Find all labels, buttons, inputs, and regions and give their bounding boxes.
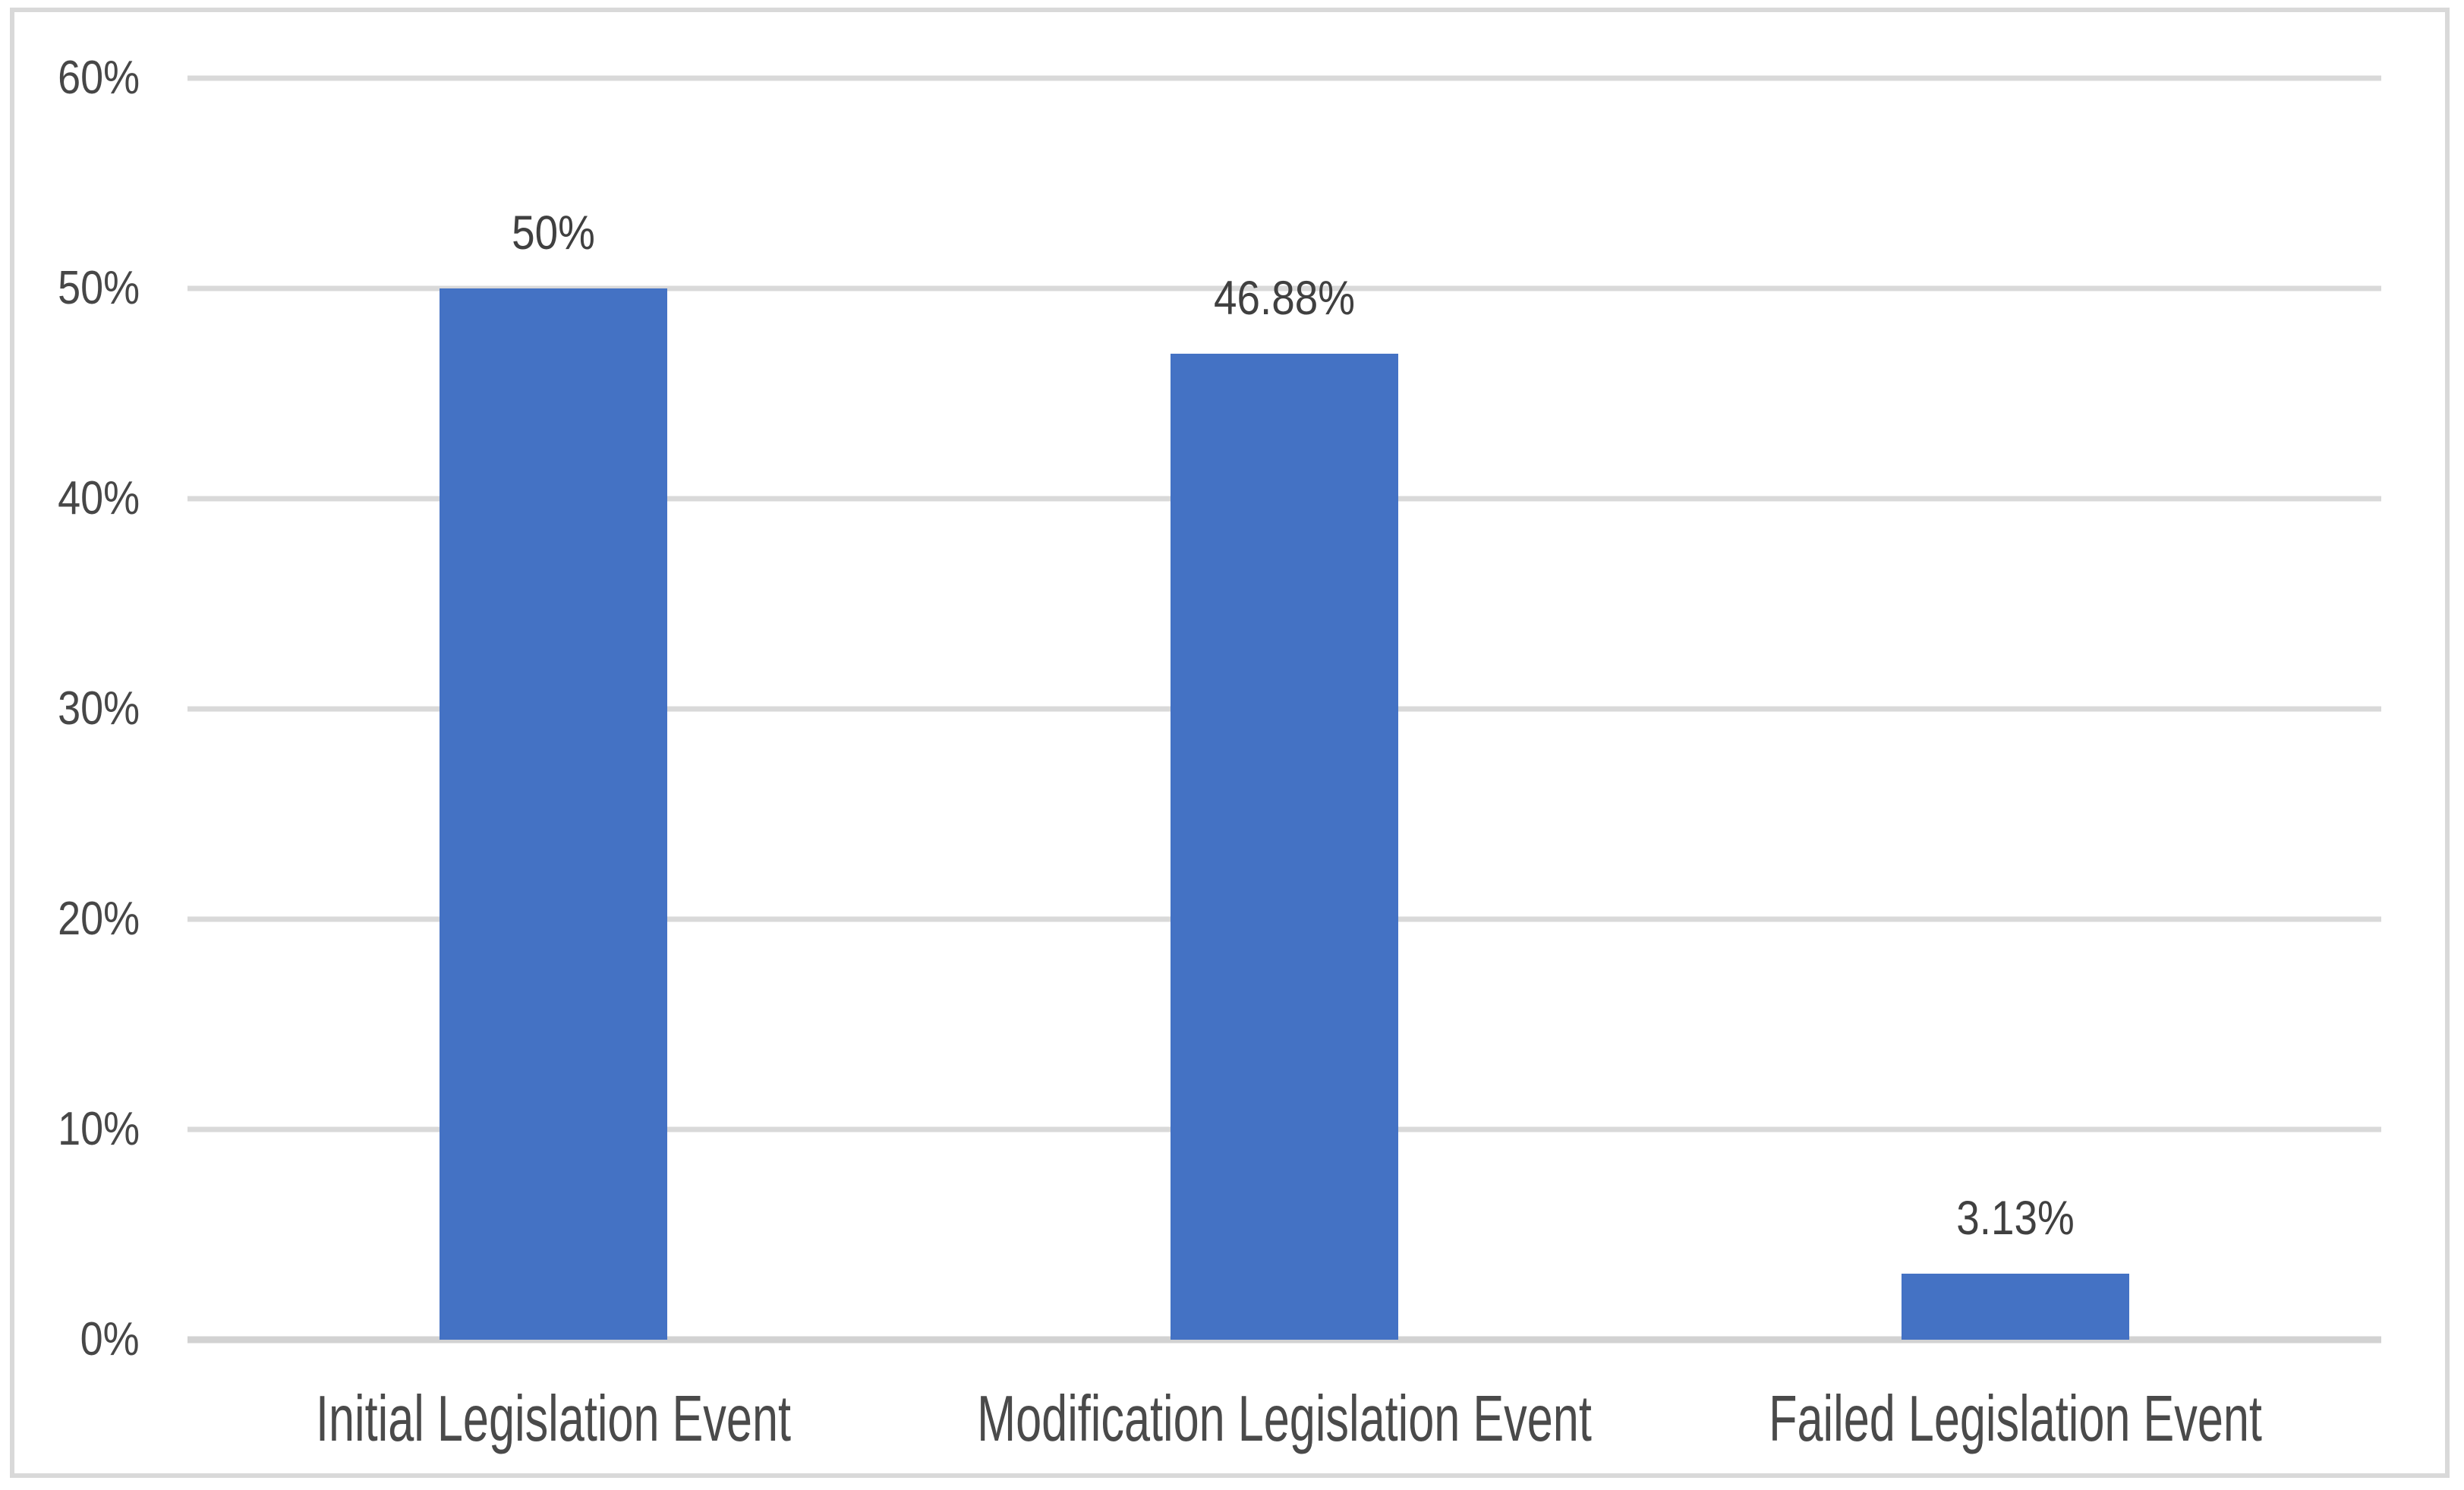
- data-label-failed-legislation-event: 3.13%: [1948, 1188, 2084, 1249]
- gridline-50: [187, 285, 2381, 291]
- data-label-modification-legislation-event: 46.88%: [1203, 268, 1366, 329]
- y-axis-tick-30: 30%: [0, 679, 140, 739]
- y-axis-tick-label: 0%: [80, 1313, 140, 1366]
- gridline-60: [187, 75, 2381, 81]
- y-axis-tick-label: 30%: [58, 682, 140, 735]
- data-label-text: 50%: [511, 206, 595, 260]
- bar-failed-legislation-event: [1902, 1274, 2130, 1340]
- data-label-text: 46.88%: [1214, 272, 1355, 326]
- y-axis-tick-label: 10%: [58, 1103, 140, 1155]
- y-axis-tick-50: 50%: [0, 258, 140, 319]
- category-label-text: Initial Legislation Event: [315, 1383, 791, 1455]
- category-label-failed-legislation-event: Failed Legislation Event: [1673, 1381, 2358, 1457]
- x-axis-line: [187, 1336, 2381, 1344]
- y-axis-tick-40: 40%: [0, 468, 140, 529]
- y-axis-tick-label: 20%: [58, 893, 140, 945]
- y-axis-tick-10: 10%: [0, 1099, 140, 1160]
- category-label-initial-legislation-event: Initial Legislation Event: [223, 1381, 883, 1457]
- y-axis-tick-20: 20%: [0, 889, 140, 950]
- category-label-modification-legislation-event: Modification Legislation Event: [858, 1381, 1712, 1457]
- y-axis-tick-0: 0%: [0, 1309, 140, 1370]
- category-label-text: Failed Legislation Event: [1769, 1383, 2263, 1455]
- bar-initial-legislation-event: [439, 288, 667, 1340]
- data-label-initial-legislation-event: 50%: [506, 203, 601, 263]
- y-axis-tick-label: 40%: [58, 472, 140, 524]
- data-label-text: 3.13%: [1956, 1192, 2075, 1246]
- y-axis-tick-label: 50%: [58, 262, 140, 314]
- bar-modification-legislation-event: [1171, 354, 1398, 1340]
- y-axis-tick-label: 60%: [58, 52, 140, 104]
- category-label-text: Modification Legislation Event: [977, 1383, 1592, 1455]
- y-axis-tick-60: 60%: [0, 48, 140, 109]
